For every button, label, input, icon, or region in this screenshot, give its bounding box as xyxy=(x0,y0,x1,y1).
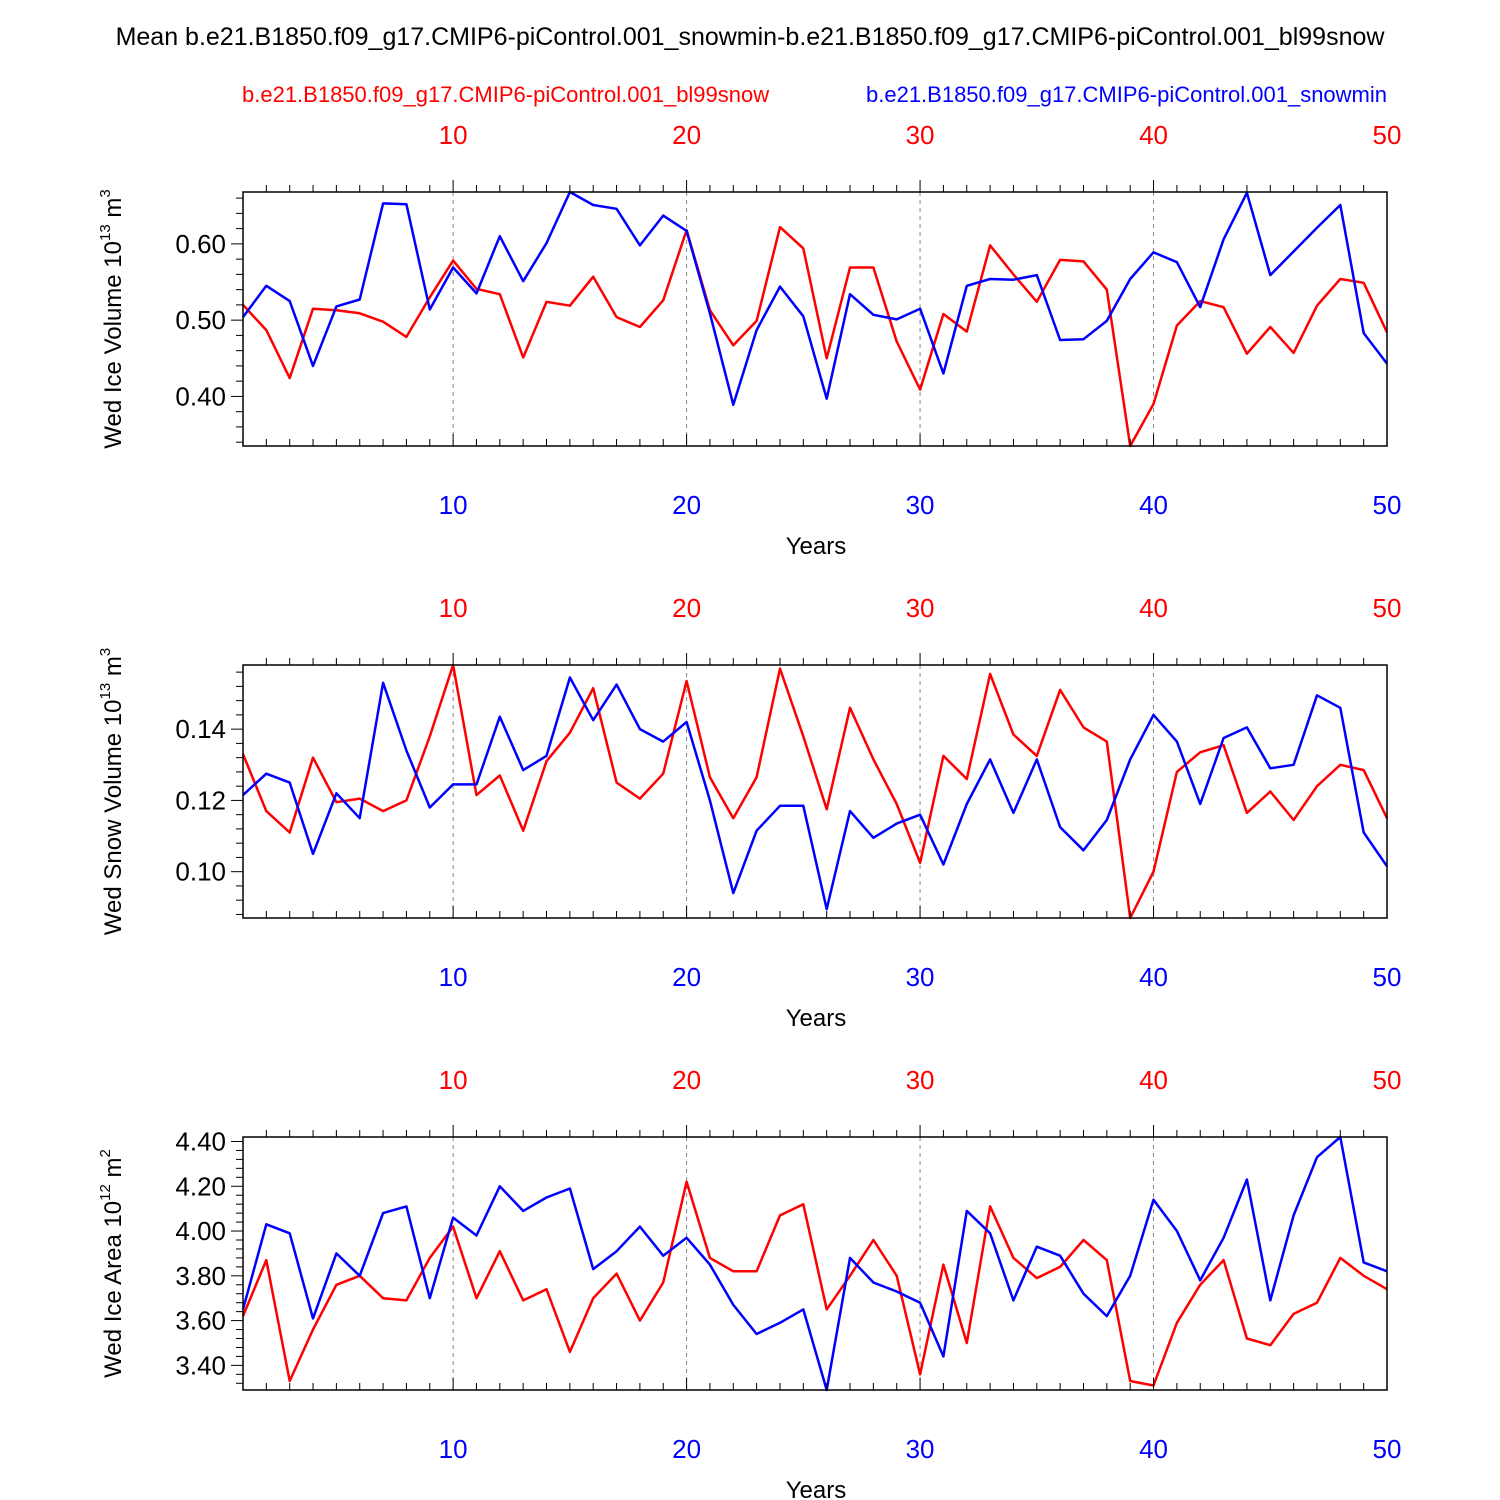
series-line-blue xyxy=(241,1135,1388,1392)
legend-red-series: b.e21.B1850.f09_g17.CMIP6-piControl.001_… xyxy=(242,82,769,107)
plot-frame xyxy=(242,1136,1388,1391)
x-tick-label-bottom: 40 xyxy=(1139,490,1168,520)
x-tick-label-top: 10 xyxy=(439,120,468,150)
y-axis-label: Wed Ice Area 1012 m2 xyxy=(97,1149,127,1378)
x-tick-label-bottom: 10 xyxy=(439,1434,468,1464)
y-tick-label: 4.20 xyxy=(175,1171,226,1201)
y-tick-label: 3.60 xyxy=(175,1306,226,1336)
x-tick-label-top: 40 xyxy=(1139,1065,1168,1095)
y-tick-label: 0.10 xyxy=(175,857,226,887)
series-line-red xyxy=(241,1180,1388,1387)
x-tick-label-bottom: 20 xyxy=(672,490,701,520)
plot-frame xyxy=(242,191,1388,447)
x-tick-label-top: 40 xyxy=(1139,593,1168,623)
x-tick-label-bottom: 30 xyxy=(906,1434,935,1464)
x-tick-label-top: 30 xyxy=(906,120,935,150)
x-axis-label: Years xyxy=(786,1477,847,1500)
series-line-red xyxy=(241,663,1389,920)
x-tick-label-top: 20 xyxy=(672,593,701,623)
x-tick-label-top: 50 xyxy=(1373,593,1402,623)
panels: 0.40 0.50 0.60 10 10 20 20 30 30 40 40 50 50 Years Wed… xyxy=(97,120,1401,1500)
x-tick-label-bottom: 50 xyxy=(1373,1434,1402,1464)
series-line-red xyxy=(242,225,1389,448)
figure-title: Mean b.e21.B1850.f09_g17.CMIP6-piControl… xyxy=(116,23,1386,51)
x-tick-label-top: 20 xyxy=(672,1065,701,1095)
y-axis-label: Wed Ice Volume 1013 m3 xyxy=(97,189,127,448)
plot-frame xyxy=(242,664,1388,919)
y-axis-label: Wed Snow Volume 1013 m3 xyxy=(97,648,127,935)
x-axis-label: Years xyxy=(786,1005,847,1032)
x-tick-label-bottom: 40 xyxy=(1139,1434,1168,1464)
series-line-blue xyxy=(241,190,1388,407)
x-tick-label-top: 20 xyxy=(672,120,701,150)
x-tick-label-bottom: 50 xyxy=(1373,962,1402,992)
y-tick-label: 0.60 xyxy=(175,229,226,259)
chart-panel-2: 0.10 0.12 0.14 10 10 20 20 30 30 40 40 50 50 Years Wed… xyxy=(97,593,1401,1032)
y-tick-label: 0.14 xyxy=(175,714,226,744)
x-axis-label: Years xyxy=(786,533,847,560)
x-tick-label-top: 50 xyxy=(1373,120,1402,150)
y-tick-label: 0.50 xyxy=(175,305,226,335)
x-tick-label-top: 50 xyxy=(1373,1065,1402,1095)
x-tick-label-top: 40 xyxy=(1139,120,1168,150)
x-tick-label-top: 30 xyxy=(906,593,935,623)
y-tick-label: 0.40 xyxy=(175,381,226,411)
y-tick-label: 3.80 xyxy=(175,1261,226,1291)
x-tick-label-top: 10 xyxy=(439,593,468,623)
chart-panel-3: 3.40 3.60 3.80 4.00 4.20 4.40 10 10 20 20 30 30 40 40… xyxy=(97,1065,1401,1500)
y-tick-label: 4.40 xyxy=(175,1126,226,1156)
x-tick-label-bottom: 30 xyxy=(906,962,935,992)
x-tick-label-bottom: 20 xyxy=(672,962,701,992)
x-tick-label-bottom: 10 xyxy=(439,490,468,520)
y-tick-label: 3.40 xyxy=(175,1350,226,1380)
x-tick-label-bottom: 50 xyxy=(1373,490,1402,520)
x-tick-label-bottom: 10 xyxy=(439,962,468,992)
x-tick-label-bottom: 40 xyxy=(1139,962,1168,992)
chart-panel-1: 0.40 0.50 0.60 10 10 20 20 30 30 40 40 50 50 Years Wed… xyxy=(97,120,1401,560)
x-tick-label-bottom: 30 xyxy=(906,490,935,520)
x-tick-label-top: 30 xyxy=(906,1065,935,1095)
y-tick-label: 0.12 xyxy=(175,785,226,815)
y-tick-label: 4.00 xyxy=(175,1216,226,1246)
legend-blue-series: b.e21.B1850.f09_g17.CMIP6-piControl.001_… xyxy=(866,82,1387,107)
series-line-blue xyxy=(242,676,1389,911)
x-tick-label-bottom: 20 xyxy=(672,1434,701,1464)
x-tick-label-top: 10 xyxy=(439,1065,468,1095)
